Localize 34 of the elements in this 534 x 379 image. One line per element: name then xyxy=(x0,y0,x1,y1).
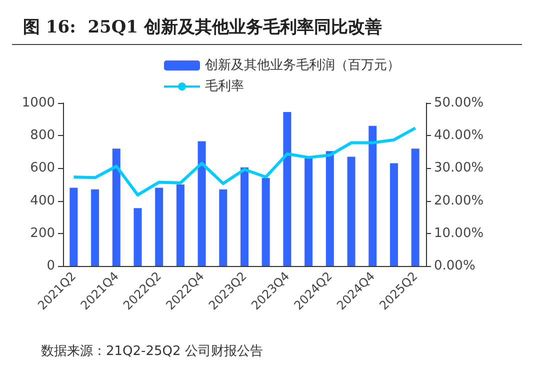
bar xyxy=(304,158,313,266)
bar xyxy=(411,148,420,266)
bar xyxy=(347,156,356,266)
y2-tick-label: 30.00% xyxy=(434,160,484,176)
bar xyxy=(368,126,377,266)
y-tick-label: 200 xyxy=(30,226,55,241)
bar xyxy=(112,148,120,266)
y2-tick-label: 50.00% xyxy=(434,96,484,110)
bar xyxy=(155,188,164,266)
bar xyxy=(176,184,184,266)
bar xyxy=(134,208,142,266)
line-series xyxy=(72,126,417,196)
bar xyxy=(70,188,78,266)
bar xyxy=(91,189,100,266)
legend-label: 创新及其他业务毛利润（百万元） xyxy=(205,58,400,73)
bar xyxy=(326,151,334,266)
y-tick-label: 600 xyxy=(30,160,55,176)
y2-tick-label: 40.00% xyxy=(434,128,484,144)
y2-tick-label: 10.00% xyxy=(434,226,484,241)
y-tick-label: 1000 xyxy=(22,96,55,110)
legend-label: 毛利率 xyxy=(205,78,244,94)
y-tick-label: 0 xyxy=(46,258,55,274)
bar xyxy=(390,163,398,266)
chart-title: 图 16: 25Q1 创新及其他业务毛利率同比改善 xyxy=(23,16,382,38)
bar xyxy=(283,112,292,266)
source-note: 数据来源：21Q2-25Q2 公司财报公告 xyxy=(41,344,263,359)
y2-tick-label: 0.00% xyxy=(434,258,476,274)
bar xyxy=(198,141,206,266)
bar xyxy=(240,167,248,266)
y2-tick-label: 20.00% xyxy=(434,193,484,208)
bar xyxy=(219,189,228,266)
y-tick-label: 800 xyxy=(30,128,55,144)
bar xyxy=(262,178,270,266)
y-tick-label: 400 xyxy=(30,193,55,208)
